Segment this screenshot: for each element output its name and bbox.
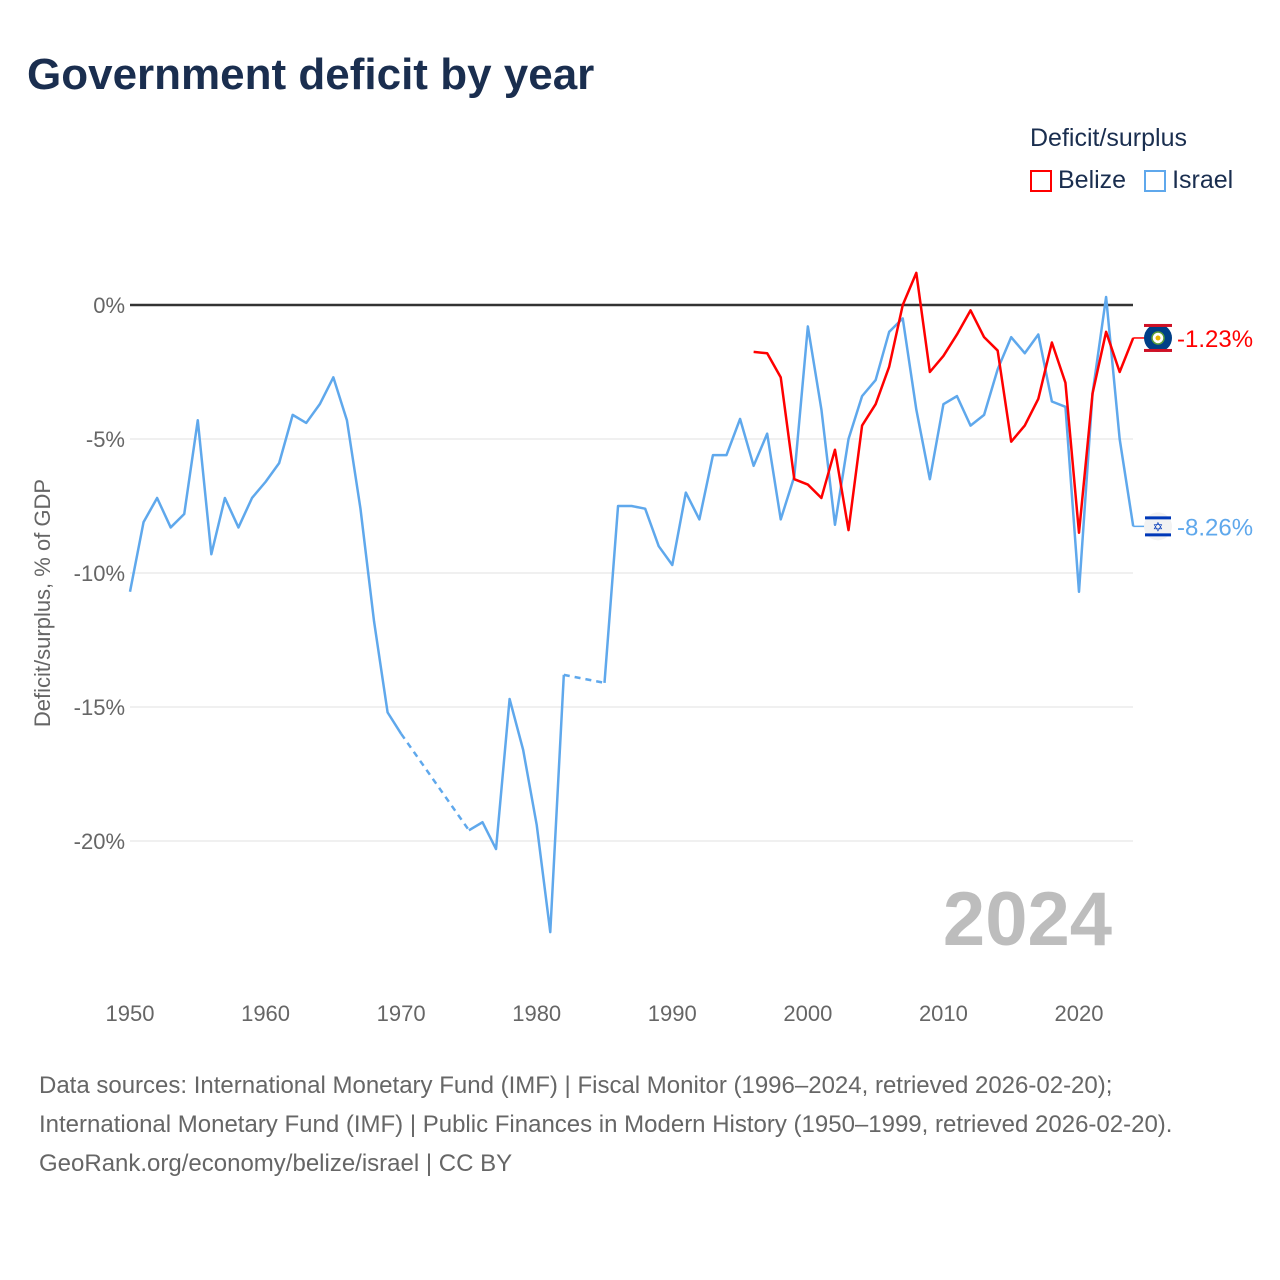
y-tick-label: -10%: [74, 561, 125, 586]
end-label-belize: -1.23%: [1177, 326, 1253, 353]
end-label-israel: -8.26%: [1177, 514, 1253, 541]
y-tick-label: -20%: [74, 829, 125, 854]
star-of-david-icon: ✡: [1153, 520, 1164, 535]
legend-swatch-belize: [1030, 169, 1052, 192]
series-line-israel: [603, 295, 1135, 683]
x-tick-label: 1990: [648, 1001, 697, 1026]
legend-label-israel: Israel: [1172, 166, 1234, 194]
series-line-israel: [128, 376, 403, 735]
legend-swatch-israel: [1144, 169, 1167, 192]
legend: Belize Israel: [1030, 166, 1233, 195]
legend-item-israel[interactable]: Israel: [1144, 166, 1233, 195]
flag-belize-emblem-center: [1155, 335, 1161, 341]
legend-item-belize[interactable]: Belize: [1030, 166, 1126, 195]
x-tick-label: 2010: [919, 1001, 968, 1026]
y-tick-label: -15%: [74, 695, 125, 720]
series-gap-israel: [400, 733, 470, 831]
x-tick-label: 1950: [106, 1001, 155, 1026]
flag-israel-stripe: [1145, 516, 1171, 520]
flag-israel-icon: [1144, 512, 1172, 541]
series-gap-israel: [563, 673, 605, 685]
flag-belize-icon: [1144, 323, 1172, 352]
x-tick-label: 2000: [783, 1001, 832, 1026]
page-title: Government deficit by year: [27, 50, 595, 99]
flag-israel-stripe: [1145, 533, 1171, 537]
x-tick-label: 2020: [1055, 1001, 1104, 1026]
y-tick-label: 0%: [93, 293, 125, 318]
data-sources: Data sources: International Monetary Fun…: [39, 1072, 1173, 1138]
x-tick-label: 1960: [241, 1001, 290, 1026]
series-line-belize: [753, 271, 1135, 535]
flag-belize-stripe: [1144, 323, 1172, 327]
year-watermark: 2024: [943, 877, 1112, 962]
x-tick-label: 1970: [377, 1001, 426, 1026]
footer: Data sources: International Monetary Fun…: [39, 1066, 1239, 1183]
credit-link[interactable]: GeoRank.org/economy/belize/israel | CC B…: [39, 1150, 513, 1177]
legend-title: Deficit/surplus: [1030, 124, 1187, 152]
y-axis-label: Deficit/surplus, % of GDP: [30, 479, 55, 727]
x-tick-label: 1980: [512, 1001, 561, 1026]
flag-belize-stripe: [1144, 348, 1172, 352]
series-line-israel: [468, 674, 566, 934]
y-tick-label: -5%: [86, 427, 125, 452]
legend-label-belize: Belize: [1058, 166, 1127, 194]
